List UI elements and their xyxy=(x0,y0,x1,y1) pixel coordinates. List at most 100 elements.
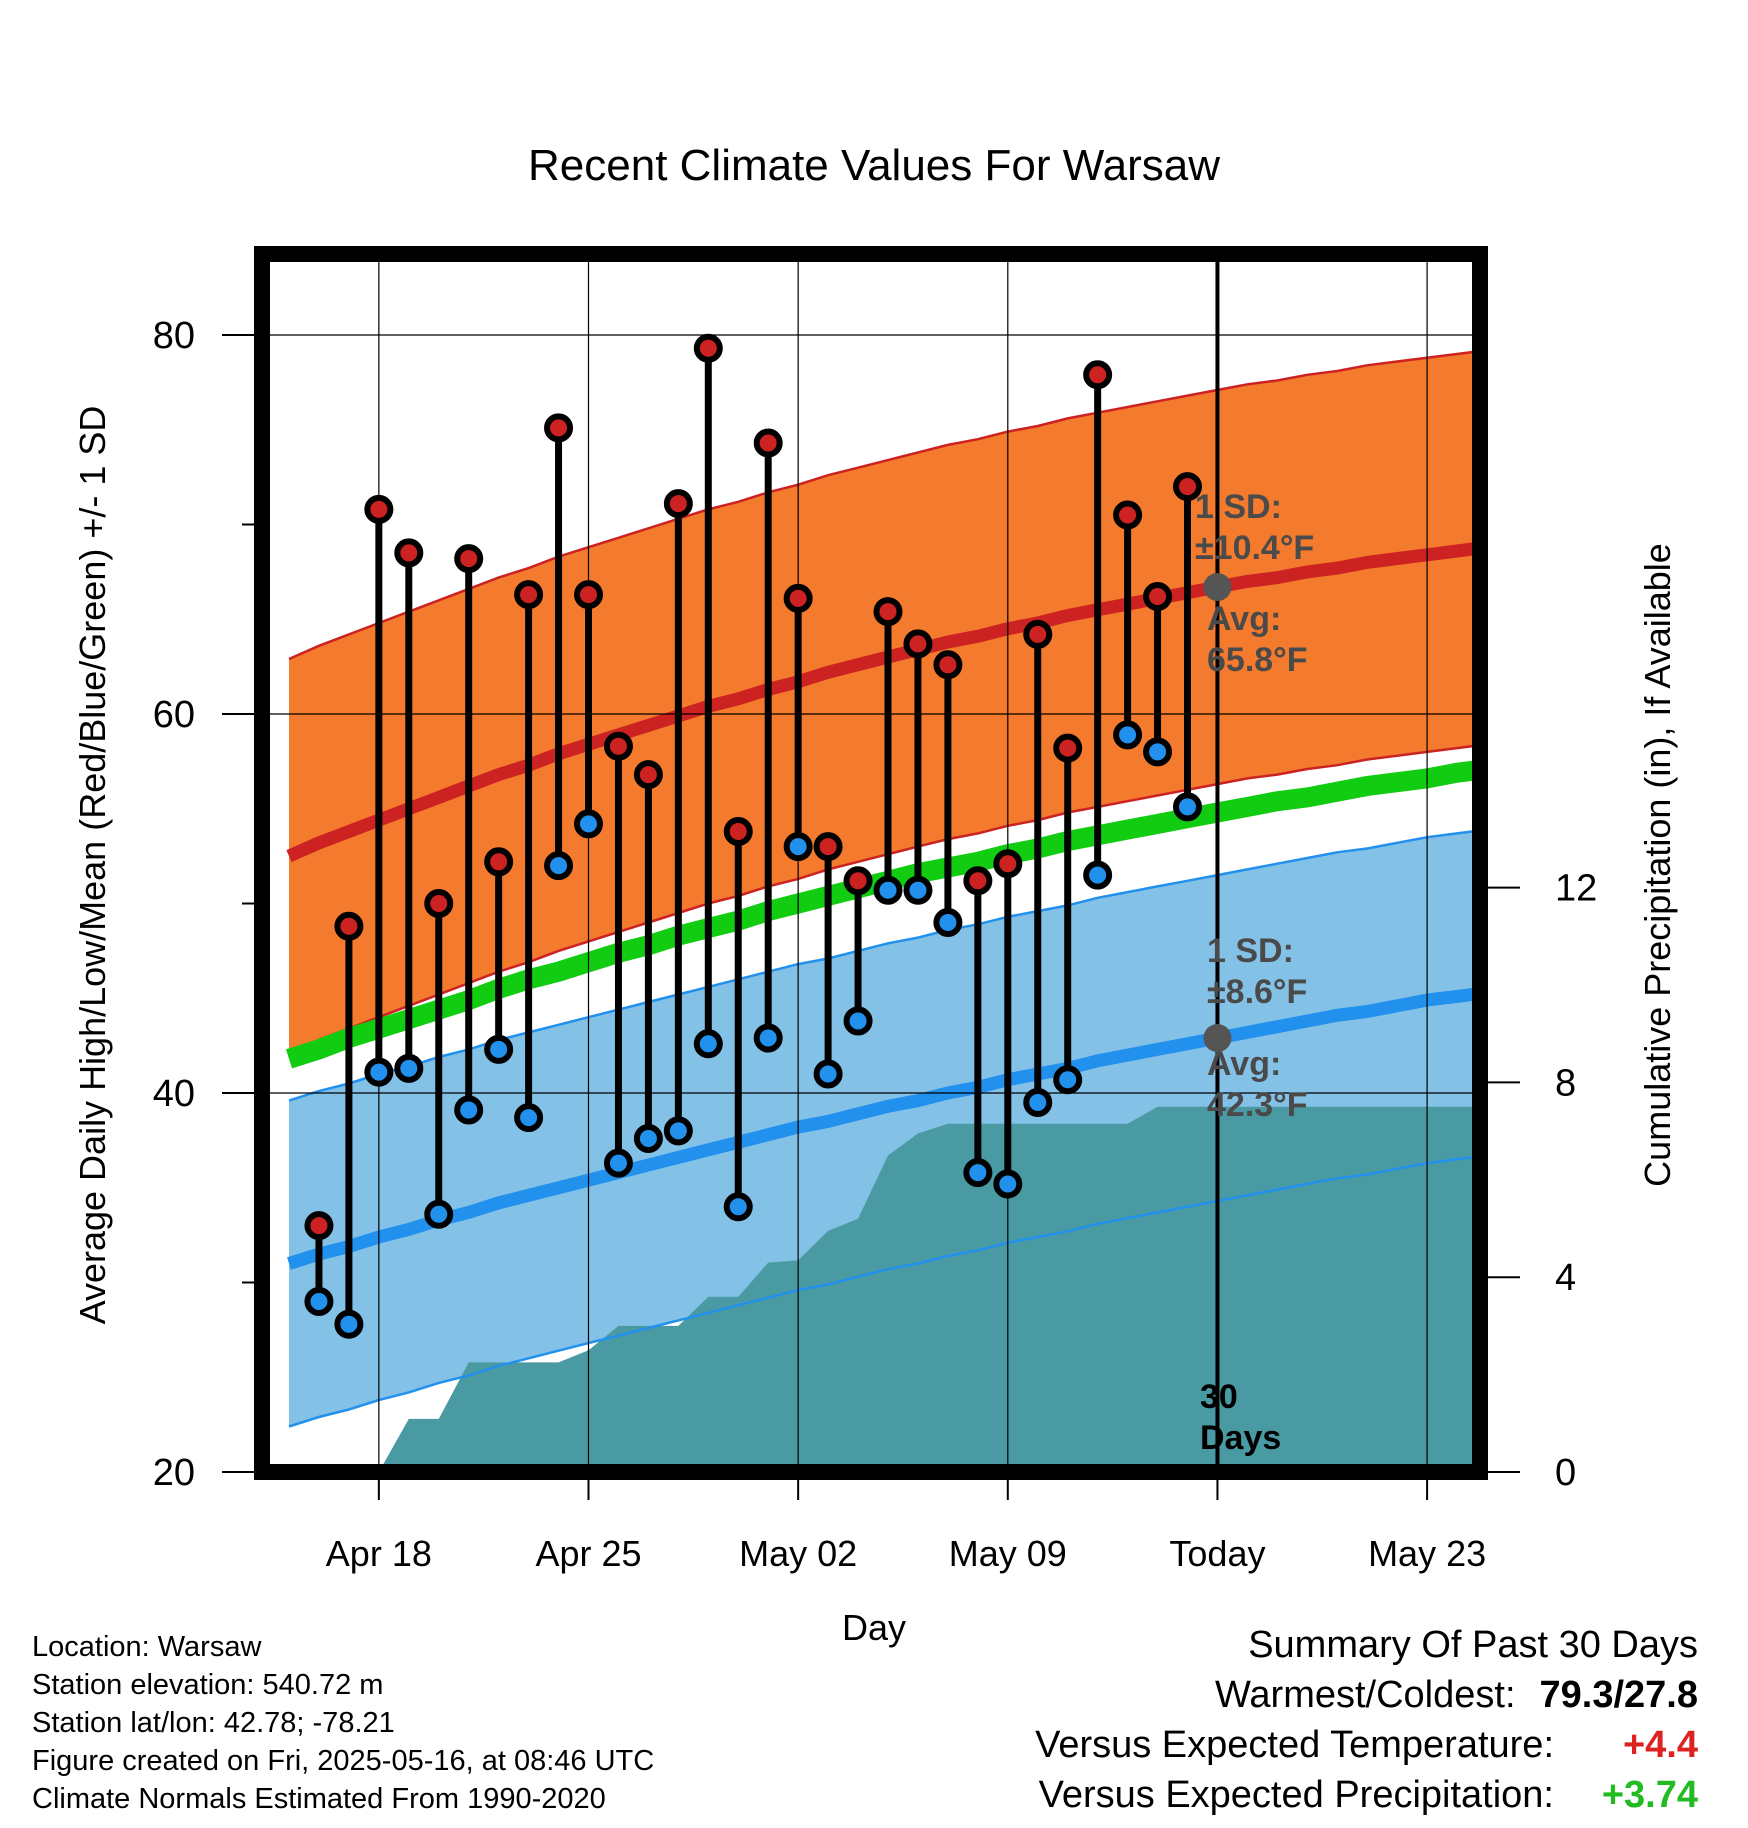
daily-low-point xyxy=(783,832,813,862)
created-text: Figure created on Fri, 2025-05-16, at 08… xyxy=(32,1745,655,1777)
daily-low-point xyxy=(993,1169,1023,1199)
daily-low-point xyxy=(454,1095,484,1125)
daily-low-point xyxy=(544,851,574,881)
daily-high-point xyxy=(723,816,753,846)
daily-low-point xyxy=(424,1199,454,1229)
daily-high-point xyxy=(574,580,603,610)
daily-high-point xyxy=(963,866,993,896)
daily-low-point xyxy=(1173,792,1202,822)
daily-high-point xyxy=(394,538,424,568)
y-tick-label: 40 xyxy=(153,1073,195,1115)
low-normal-line xyxy=(287,986,1480,1270)
daily-low-point xyxy=(514,1103,544,1133)
y2-axis-label: Cumulative Precipitation (in), If Availa… xyxy=(1637,543,1678,1187)
x-tick-label: Today xyxy=(1169,1533,1265,1574)
x-tick-label: May 09 xyxy=(949,1533,1067,1574)
daily-high-point xyxy=(753,428,783,458)
daily-low-point xyxy=(1083,860,1113,890)
temp-value: +4.4 xyxy=(1622,1724,1698,1766)
low-avg-annotation: 42.3°F xyxy=(1207,1086,1308,1124)
summary-heading: Summary Of Past 30 Days xyxy=(1248,1624,1698,1666)
latlon-text: Station lat/lon: 42.78; -78.21 xyxy=(32,1707,395,1739)
daily-high-point xyxy=(544,413,574,443)
daily-high-point xyxy=(903,629,933,659)
daily-low-point xyxy=(484,1034,514,1064)
x-tick-label: May 02 xyxy=(739,1533,857,1574)
high-sd-annotation: 1 SD: xyxy=(1195,488,1282,526)
precip-label: Versus Expected Precipitation: xyxy=(1038,1774,1554,1816)
axes: 20 40 60 80 0 4 8 12 Apr 18 Apr 25 May 02 May 09 Tod… xyxy=(153,246,1597,1574)
elevation-text: Station elevation: 540.72 m xyxy=(32,1669,384,1701)
daily-low-point xyxy=(933,907,963,937)
low-sd-annotation: ±8.6°F xyxy=(1207,973,1307,1011)
precip-value: +3.74 xyxy=(1601,1774,1698,1816)
high-avg-annotation: 65.8°F xyxy=(1207,641,1308,679)
daily-low-point xyxy=(334,1309,364,1339)
daily-low-point xyxy=(813,1059,843,1089)
warmest-value: 79.3/27.8 xyxy=(1539,1674,1698,1716)
daily-high-point xyxy=(514,580,544,610)
daily-high-point xyxy=(933,650,963,680)
window-annotation: Days xyxy=(1200,1419,1281,1457)
daily-high-point xyxy=(334,911,364,941)
x-tick-label: May 23 xyxy=(1368,1533,1486,1574)
daily-low-point xyxy=(633,1123,663,1153)
high-upper-sd-line xyxy=(288,349,1480,661)
daily-high-point xyxy=(304,1211,334,1241)
daily-high-point xyxy=(873,597,903,627)
daily-low-point xyxy=(753,1023,783,1053)
summary-warmest: Warmest/Coldest: 79.3/27.8 xyxy=(1035,1670,1698,1720)
low-lower-sd-line xyxy=(288,1155,1480,1428)
station-info: Location: Warsaw Station elevation: 540.… xyxy=(32,1628,654,1818)
summary-precip: Versus Expected Precipitation: +3.74 xyxy=(1035,1770,1698,1820)
low-avg-today-marker xyxy=(1203,1024,1232,1053)
daily-high-point xyxy=(693,333,723,363)
high-sd-annotation: ±10.4°F xyxy=(1195,529,1314,567)
plot-frame xyxy=(254,246,1488,1480)
daily-high-point xyxy=(454,544,484,574)
daily-high-point xyxy=(484,847,514,877)
daily-low-point xyxy=(693,1029,723,1059)
daily-low-point xyxy=(364,1057,394,1087)
x-axis-label: Day xyxy=(842,1607,906,1648)
daily-low-point xyxy=(1053,1065,1083,1095)
temp-label: Versus Expected Temperature: xyxy=(1035,1724,1554,1766)
precip-area xyxy=(289,1106,1480,1472)
daily-high-point xyxy=(424,889,454,918)
daily-high-point xyxy=(993,849,1023,879)
daily-low-point xyxy=(574,809,603,839)
high-avg-annotation: Avg: xyxy=(1207,600,1281,638)
daily-high-point xyxy=(783,583,813,613)
daily-low-point xyxy=(903,875,933,905)
daily-low-point xyxy=(873,875,903,905)
daily-high-point xyxy=(603,731,633,761)
y2-tick-label: 12 xyxy=(1555,868,1597,910)
daily-high-point xyxy=(1023,619,1053,649)
summary-temp: Versus Expected Temperature: +4.4 xyxy=(1035,1720,1698,1770)
normals-text: Climate Normals Estimated From 1990-2020 xyxy=(32,1783,606,1815)
daily-high-point xyxy=(1053,733,1083,763)
x-tick-label: Apr 25 xyxy=(535,1533,641,1574)
daily-high-point xyxy=(1113,500,1143,530)
daily-high-point xyxy=(1173,472,1202,502)
y2-tick-label: 4 xyxy=(1555,1257,1576,1299)
y-tick-label: 60 xyxy=(153,694,195,736)
daily-high-point xyxy=(663,489,693,519)
daily-low-point xyxy=(1023,1087,1053,1117)
low-sd-band xyxy=(289,830,1480,1427)
window-annotation: 30 xyxy=(1200,1378,1238,1416)
daily-high-point xyxy=(843,866,873,896)
chart-title: Recent Climate Values For Warsaw xyxy=(528,141,1220,190)
daily-low-point xyxy=(963,1158,993,1188)
summary-panel: Summary Of Past 30 Days Warmest/Coldest:… xyxy=(1035,1620,1698,1820)
daily-low-point xyxy=(1143,737,1173,767)
y2-tick-label: 8 xyxy=(1555,1062,1576,1104)
low-sd-annotation: 1 SD: xyxy=(1207,932,1294,970)
y-tick-label: 20 xyxy=(153,1452,195,1494)
daily-high-point xyxy=(364,494,394,524)
daily-low-point xyxy=(304,1286,334,1316)
daily-low-point xyxy=(663,1116,693,1146)
